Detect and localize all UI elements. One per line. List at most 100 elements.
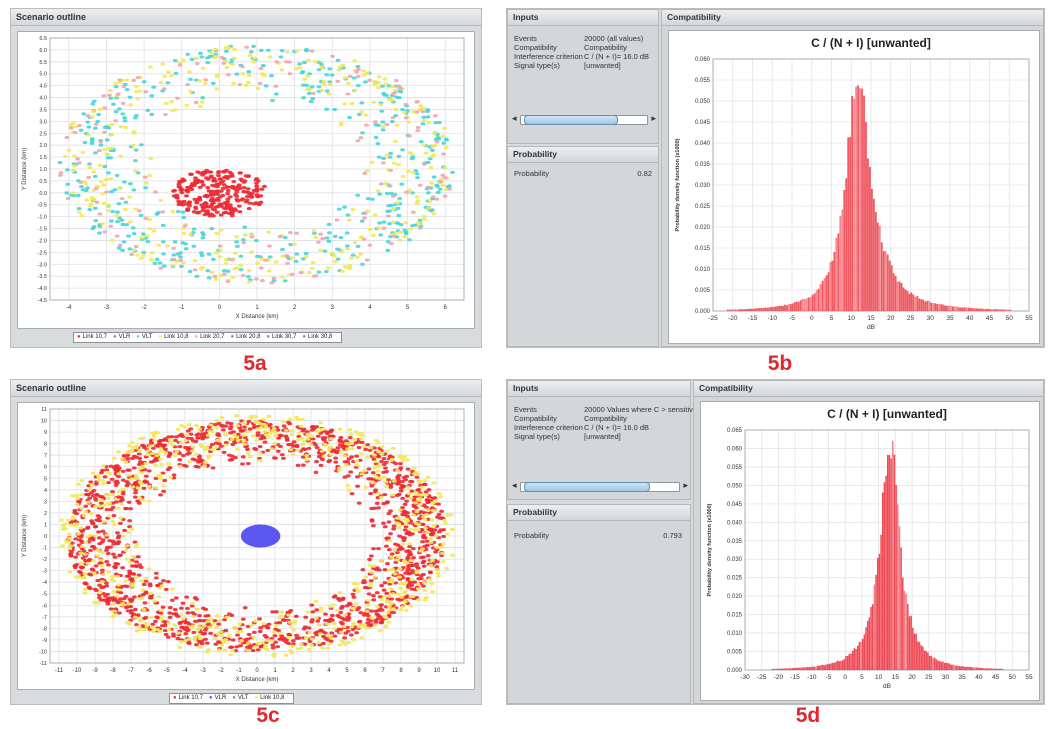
data-point xyxy=(235,244,240,248)
data-point xyxy=(150,622,156,626)
data-point xyxy=(383,625,389,629)
data-point xyxy=(364,609,370,613)
data-point xyxy=(112,565,118,569)
data-point xyxy=(218,228,224,232)
horizontal-scrollbar[interactable]: ◂ ▸ xyxy=(510,479,690,493)
data-point xyxy=(405,577,411,581)
data-point xyxy=(232,441,238,445)
data-point xyxy=(402,600,408,604)
data-point xyxy=(130,564,135,568)
histogram-bars xyxy=(771,440,1004,670)
data-point xyxy=(244,198,250,202)
data-point xyxy=(213,251,219,255)
data-point xyxy=(440,183,446,187)
x-tick-label: 35 xyxy=(946,315,954,322)
data-point xyxy=(132,595,137,599)
data-point xyxy=(249,623,254,627)
data-point xyxy=(140,593,146,597)
horizontal-scrollbar[interactable]: ◂ ▸ xyxy=(510,112,658,126)
data-point xyxy=(178,612,184,617)
data-point xyxy=(270,643,276,647)
data-point xyxy=(429,558,435,562)
data-point xyxy=(83,182,89,186)
probability-title: Probability xyxy=(508,147,658,163)
data-point xyxy=(208,204,214,208)
data-point xyxy=(425,185,431,189)
data-point xyxy=(391,220,396,225)
data-point xyxy=(68,126,74,130)
data-point xyxy=(368,554,374,558)
data-point xyxy=(280,247,285,252)
data-point xyxy=(422,479,428,483)
data-point xyxy=(236,204,242,208)
scroll-thumb[interactable] xyxy=(524,482,650,492)
data-point xyxy=(390,85,396,89)
data-point xyxy=(368,582,374,586)
data-point xyxy=(425,160,431,164)
data-point xyxy=(230,638,236,642)
histogram-bar xyxy=(930,655,932,670)
data-point xyxy=(388,532,393,536)
histogram-bar xyxy=(772,307,775,311)
data-point xyxy=(360,624,365,628)
data-point xyxy=(123,579,129,583)
histogram-bar xyxy=(853,648,856,670)
data-point xyxy=(118,125,124,129)
data-point xyxy=(368,579,374,583)
data-point xyxy=(74,493,80,498)
data-point xyxy=(190,614,196,619)
data-point xyxy=(428,540,434,544)
histogram-bar xyxy=(887,454,889,670)
data-point xyxy=(381,588,387,592)
data-point xyxy=(206,252,212,256)
scroll-left-icon[interactable]: ◂ xyxy=(512,480,517,490)
data-point xyxy=(185,190,191,194)
data-point xyxy=(174,450,180,454)
x-tick-label: 5 xyxy=(345,668,349,674)
data-point xyxy=(197,427,202,431)
data-point xyxy=(223,640,228,644)
scroll-thumb[interactable] xyxy=(524,115,618,125)
data-point xyxy=(219,643,225,647)
data-point xyxy=(379,452,385,456)
data-point xyxy=(338,450,344,454)
data-point xyxy=(185,52,191,56)
y-tick-label: -10 xyxy=(39,649,47,655)
data-point xyxy=(333,456,339,460)
data-point xyxy=(108,607,114,611)
data-point xyxy=(87,586,93,591)
data-point xyxy=(280,618,286,622)
data-point xyxy=(342,636,347,640)
data-point xyxy=(387,184,393,188)
data-point xyxy=(98,180,104,184)
scroll-left-icon[interactable]: ◂ xyxy=(512,113,517,123)
data-point xyxy=(298,642,304,647)
histogram-bar xyxy=(1002,668,1004,670)
data-point xyxy=(163,112,168,117)
data-point xyxy=(96,148,102,153)
data-point xyxy=(427,528,433,532)
data-point xyxy=(217,177,223,181)
data-point xyxy=(226,633,232,638)
data-point xyxy=(434,545,440,550)
data-point xyxy=(225,176,230,181)
scroll-right-icon[interactable]: ▸ xyxy=(683,480,688,490)
data-point xyxy=(316,454,322,459)
data-point xyxy=(251,44,256,48)
data-point xyxy=(429,506,435,510)
data-point xyxy=(403,561,408,565)
data-point xyxy=(152,438,158,442)
data-point xyxy=(430,531,436,535)
data-point xyxy=(254,187,260,191)
data-point xyxy=(260,279,265,283)
data-point xyxy=(373,438,379,443)
scroll-right-icon[interactable]: ▸ xyxy=(651,113,656,123)
legend-label: VLR xyxy=(214,695,227,701)
histogram-bar xyxy=(848,653,851,670)
data-point xyxy=(251,60,257,64)
data-point xyxy=(431,212,437,216)
data-point xyxy=(140,232,146,236)
histogram-bar xyxy=(952,664,954,670)
histogram-bar xyxy=(925,650,927,670)
histogram-bar xyxy=(935,659,937,670)
